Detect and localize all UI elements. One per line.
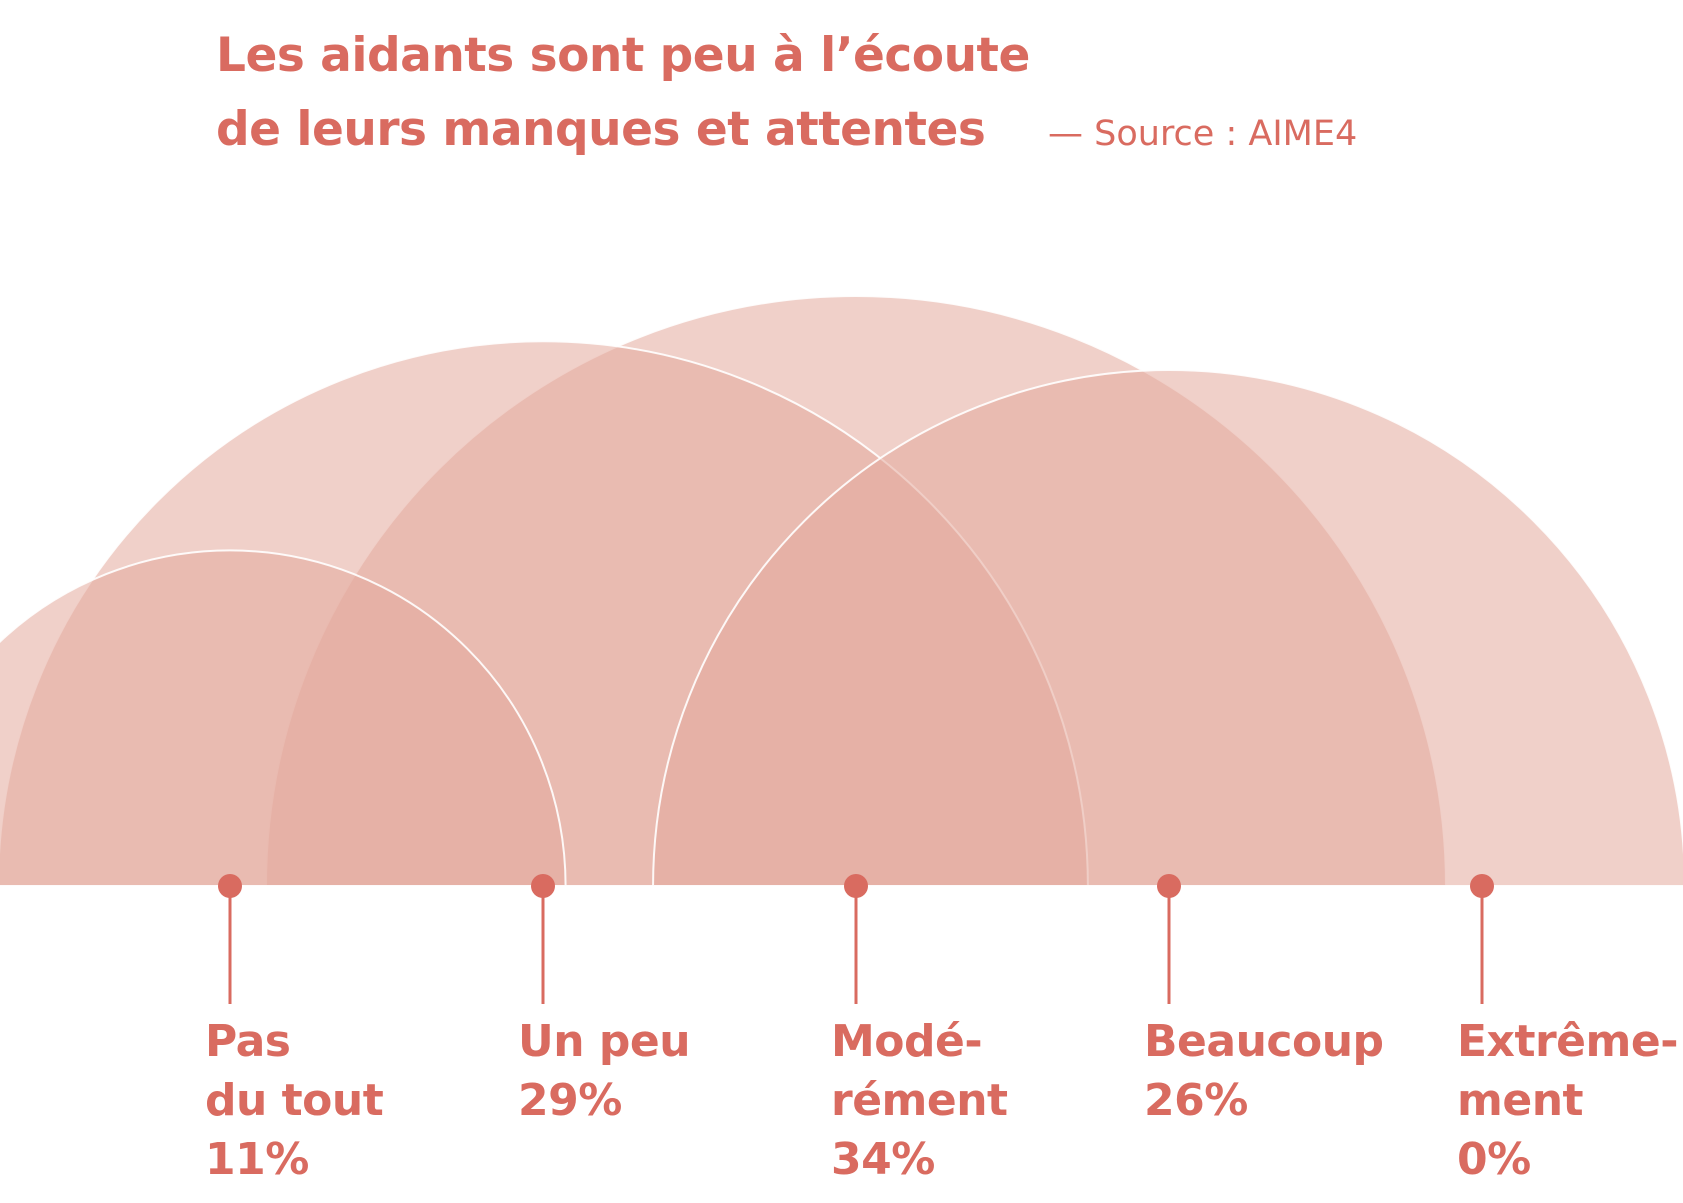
- chart-title-line-2: de leurs manques et attentes: [216, 102, 986, 157]
- category-label-line: 34%: [831, 1134, 935, 1185]
- semicircle-layer: [0, 295, 1683, 887]
- marker-dot-modérément: [844, 874, 868, 898]
- category-label-line: 29%: [518, 1075, 622, 1126]
- category-label-un-peu: Un peu 29%: [518, 1012, 691, 1130]
- category-label-line: Beaucoup: [1144, 1016, 1384, 1067]
- category-label-line: du tout: [205, 1075, 384, 1126]
- marker-dot-extrêmement: [1470, 874, 1494, 898]
- category-label-line: Modé-: [831, 1016, 983, 1067]
- category-label-modérément: Modé-rément 34%: [831, 1012, 1008, 1189]
- marker-dot-beaucoup: [1157, 874, 1181, 898]
- category-label-line: Un peu: [518, 1016, 691, 1067]
- marker-dot-pas-du-tout: [218, 874, 242, 898]
- marker-dot-un-peu: [531, 874, 555, 898]
- chart-title-line-1: Les aidants sont peu à l’écoute: [216, 28, 1030, 83]
- marker-layer: [218, 874, 1494, 1004]
- category-label-line: Extrême-: [1457, 1016, 1678, 1067]
- category-label-line: ment: [1457, 1075, 1584, 1126]
- category-label-line: rément: [831, 1075, 1008, 1126]
- category-label-line: 26%: [1144, 1075, 1248, 1126]
- category-label-line: 0%: [1457, 1134, 1531, 1185]
- category-label-extrêmement: Extrême-ment 0%: [1457, 1012, 1678, 1189]
- semicircle-pas-du-tout: [0, 549, 567, 887]
- chart-source: — Source : AIME4: [1048, 114, 1358, 154]
- category-label-beaucoup: Beaucoup 26%: [1144, 1012, 1384, 1130]
- category-label-line: 11%: [205, 1134, 309, 1185]
- semicircle-beaucoup: [652, 369, 1683, 887]
- category-label-pas-du-tout: Pas du tout 11%: [205, 1012, 384, 1189]
- category-label-line: Pas: [205, 1016, 291, 1067]
